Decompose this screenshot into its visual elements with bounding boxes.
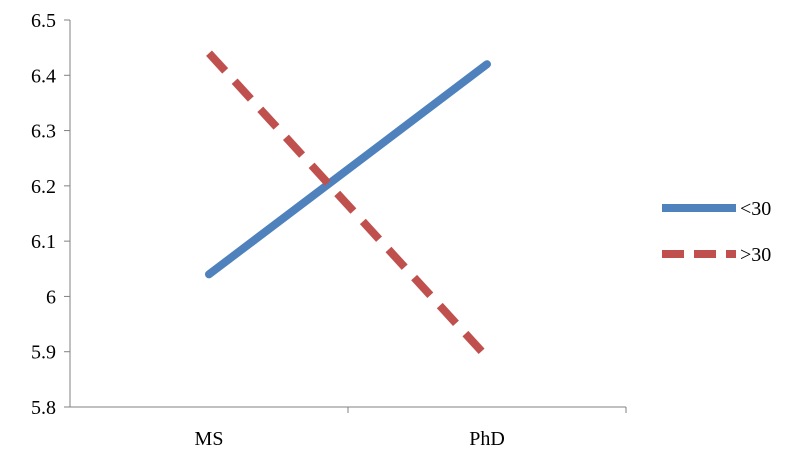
axes: [69, 20, 626, 408]
x-tick-label: MS: [195, 428, 224, 450]
y-tick-label: 6.1: [31, 231, 56, 253]
y-tick-label: 6: [46, 286, 56, 308]
legend-label: >30: [740, 244, 771, 266]
y-tick-label: 6.3: [31, 121, 56, 143]
y-tick-label: 5.8: [31, 397, 56, 419]
series-lines: [205, 50, 491, 360]
y-tick-label: 6.4: [31, 65, 56, 87]
y-tick-label: 6.5: [31, 10, 56, 32]
y-tick-label: 6.2: [31, 176, 56, 198]
series-line-2: [206, 50, 490, 360]
x-ticks: MS PhD: [195, 407, 627, 450]
series-line-1: [205, 60, 491, 279]
y-tick-label: 5.9: [31, 342, 56, 364]
x-tick-label: PhD: [469, 428, 505, 450]
y-ticks: 5.8 5.9 6 6.1 6.2 6.3 6.4 6.5: [31, 10, 70, 419]
legend: <30 >30: [662, 198, 771, 266]
legend-label: <30: [740, 198, 771, 220]
